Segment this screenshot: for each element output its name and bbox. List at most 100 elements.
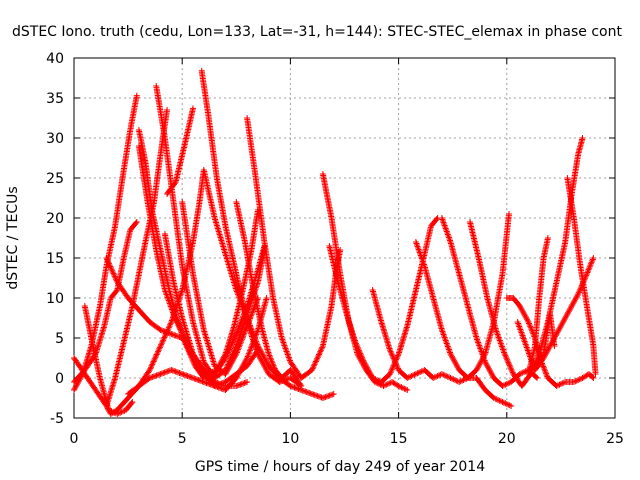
data-point xyxy=(573,381,575,383)
data-point xyxy=(345,313,348,315)
y-tick-label: 10 xyxy=(46,291,64,307)
data-point xyxy=(389,349,391,351)
data-point xyxy=(560,325,562,327)
data-point xyxy=(521,385,523,387)
data-point xyxy=(449,353,452,355)
data-point xyxy=(246,381,248,383)
data-point xyxy=(551,341,554,343)
data-point xyxy=(508,213,510,215)
data-point xyxy=(257,281,259,283)
data-point xyxy=(233,325,235,327)
data-point xyxy=(536,377,538,379)
data-point xyxy=(484,361,486,363)
data-point xyxy=(213,377,216,379)
data-point xyxy=(99,377,101,379)
y-tick-label: 30 xyxy=(46,131,64,147)
data-point xyxy=(274,369,277,371)
data-point xyxy=(441,217,443,219)
data-point xyxy=(289,385,292,387)
data-point xyxy=(423,265,426,267)
data-point xyxy=(322,345,324,347)
data-point xyxy=(267,353,270,355)
data-point xyxy=(549,313,551,315)
data-point xyxy=(501,401,504,403)
data-point xyxy=(280,377,283,379)
data-point xyxy=(415,289,417,291)
series-markers xyxy=(369,287,515,409)
data-point xyxy=(246,117,248,119)
data-point xyxy=(475,377,478,379)
data-point xyxy=(322,397,324,399)
data-points xyxy=(71,67,599,417)
data-point xyxy=(518,373,521,375)
data-point xyxy=(594,373,597,375)
data-point xyxy=(109,297,112,299)
data-point xyxy=(337,281,339,283)
y-tick-label: 0 xyxy=(55,371,64,387)
data-point xyxy=(213,217,216,219)
data-point xyxy=(581,137,584,139)
data-point xyxy=(138,385,140,387)
series-track xyxy=(198,67,305,389)
data-point xyxy=(406,325,409,327)
data-point xyxy=(311,369,313,371)
data-point xyxy=(192,377,194,379)
data-point xyxy=(586,305,588,307)
data-point xyxy=(250,249,253,251)
series-track xyxy=(438,215,541,389)
data-point xyxy=(501,273,504,275)
series-track xyxy=(244,115,344,381)
series-track xyxy=(81,303,136,417)
data-point xyxy=(503,353,506,355)
data-point xyxy=(129,229,132,231)
x-tick-label: 0 xyxy=(70,431,79,447)
data-point xyxy=(592,345,595,347)
data-point xyxy=(213,385,216,387)
data-point xyxy=(84,305,86,307)
data-point xyxy=(203,381,205,383)
data-point xyxy=(577,153,580,155)
data-point xyxy=(542,257,545,259)
data-point xyxy=(555,385,558,387)
data-point xyxy=(90,337,93,339)
data-point xyxy=(200,70,203,72)
data-point xyxy=(289,361,292,363)
data-point xyxy=(415,241,417,243)
data-point xyxy=(224,353,227,355)
data-point xyxy=(564,381,567,383)
data-point xyxy=(441,329,443,331)
data-point xyxy=(449,377,452,379)
data-point xyxy=(203,373,205,375)
data-point xyxy=(330,217,333,219)
data-point xyxy=(192,353,194,355)
data-point xyxy=(506,297,508,299)
data-point xyxy=(148,369,151,371)
data-point xyxy=(235,377,238,379)
data-point xyxy=(224,373,227,375)
data-point xyxy=(192,107,194,110)
x-tick-label: 10 xyxy=(281,431,299,447)
data-point xyxy=(127,397,129,399)
data-point xyxy=(510,381,512,383)
data-point xyxy=(122,257,125,259)
data-point xyxy=(430,225,432,227)
data-point xyxy=(131,401,134,403)
data-point xyxy=(105,405,108,407)
x-tick-label: 5 xyxy=(178,431,187,447)
data-point xyxy=(406,377,409,379)
data-point xyxy=(107,409,110,411)
data-point xyxy=(159,345,162,347)
data-point xyxy=(332,393,335,395)
data-point xyxy=(213,365,216,367)
series-track xyxy=(525,235,551,377)
data-point xyxy=(164,289,166,291)
data-point xyxy=(300,377,303,379)
data-point xyxy=(441,373,443,375)
data-point xyxy=(122,341,125,343)
data-point xyxy=(525,345,528,347)
data-point xyxy=(592,377,595,379)
series-track xyxy=(326,215,441,385)
data-point xyxy=(135,94,138,97)
data-point xyxy=(328,245,331,247)
data-point xyxy=(224,381,227,383)
